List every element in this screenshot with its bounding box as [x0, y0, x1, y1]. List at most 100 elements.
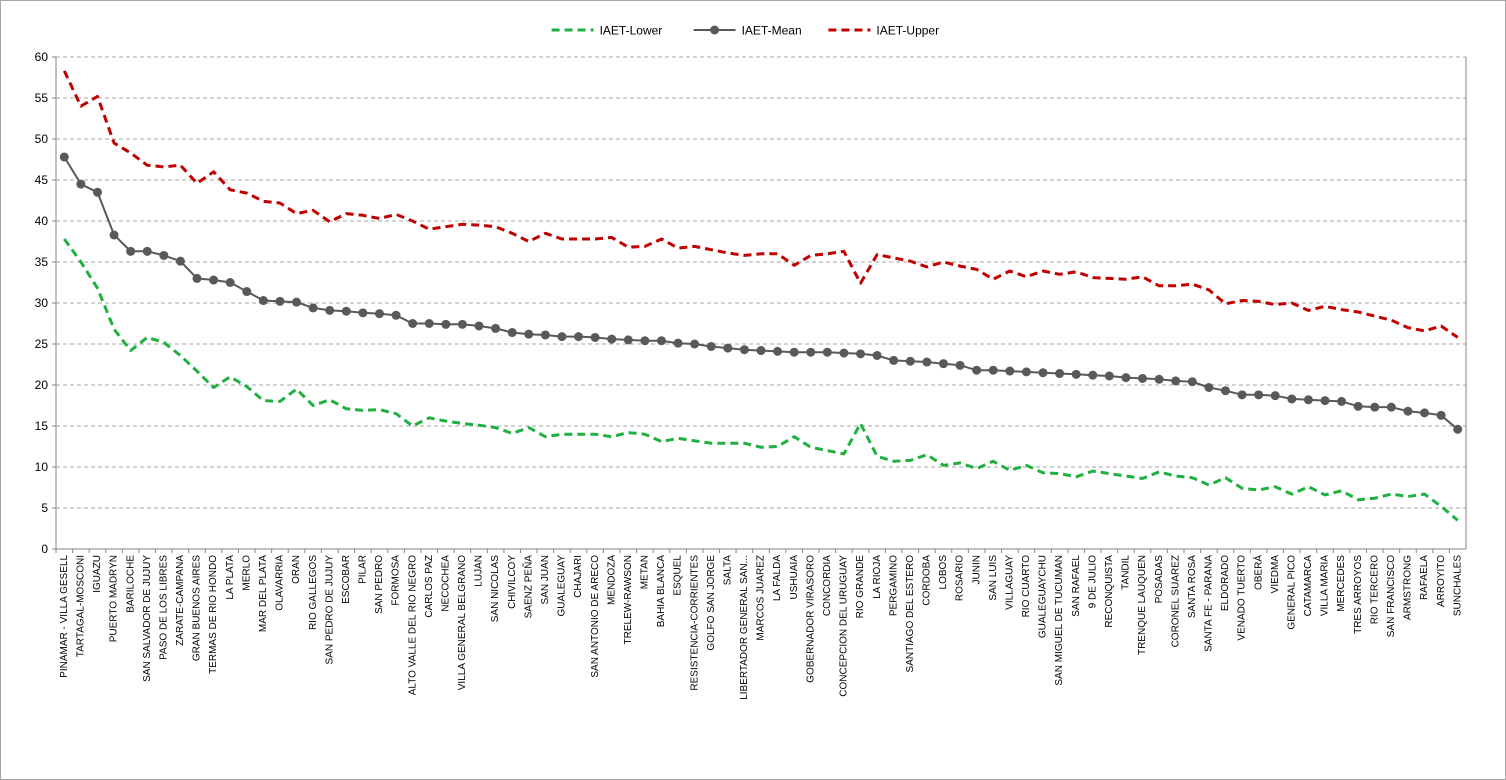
point: [1370, 402, 1380, 412]
x-tick-label: SANTA FE - PARANA: [1204, 555, 1215, 652]
y-tick-label: 30: [35, 296, 49, 310]
x-tick-label: TRENQUE LAUQUEN: [1137, 555, 1148, 655]
x-tick-label: FORMOSA: [391, 555, 402, 606]
point: [325, 305, 335, 315]
legend-marker: [710, 25, 720, 35]
x-tick-label: MAR DEL PLATA: [258, 555, 269, 632]
x-tick-label: SANTA ROSA: [1187, 555, 1198, 618]
x-tick-label: LA PLATA: [225, 555, 236, 600]
x-tick-label: CATAMARCA: [1303, 555, 1314, 617]
point: [308, 303, 318, 313]
point: [789, 347, 799, 357]
point: [1453, 424, 1463, 434]
point: [374, 309, 384, 319]
x-tick-label: SAN NICOLAS: [490, 555, 501, 623]
x-tick-label: GRAN BUENOS AIRES: [192, 555, 203, 661]
point: [1287, 394, 1297, 404]
x-tick-label: RIO GALLEGOS: [308, 555, 319, 630]
point: [640, 336, 650, 346]
point: [1138, 373, 1148, 383]
x-tick-label: BARILOCHE: [125, 555, 136, 613]
x-tick-label: SAN FRANCISCO: [1386, 555, 1397, 637]
x-tick-label: LUJAN: [474, 555, 485, 587]
x-tick-label: SAN PEDRO: [374, 555, 385, 614]
point: [723, 343, 733, 353]
x-tick-label: MENDOZA: [606, 555, 617, 605]
x-tick-label: CHIVILCOY: [507, 555, 518, 609]
point: [175, 256, 185, 266]
x-tick-label: MERCEDES: [1336, 555, 1347, 612]
x-tick-label: BAHIA BLANCA: [656, 555, 667, 628]
x-tick-label: SAN SALVADOR DE JUJUY: [142, 555, 153, 682]
x-tick-label: METAN: [640, 555, 651, 589]
x-tick-label: MERLO: [241, 555, 252, 591]
x-tick-label: RIO TERCERO: [1369, 555, 1380, 624]
x-tick-label: TANDIL: [1121, 555, 1132, 590]
point: [225, 278, 235, 287]
point: [889, 355, 899, 365]
point: [1055, 369, 1065, 379]
point: [292, 297, 302, 307]
point: [1154, 374, 1164, 384]
x-tick-label: TRELEW-RAWSON: [623, 555, 634, 644]
x-tick-label: NECOCHEA: [440, 555, 451, 612]
x-tick-label: GOBERNADOR VIRASORO: [805, 555, 816, 683]
point: [1386, 402, 1396, 412]
point: [1270, 391, 1280, 401]
point: [358, 308, 368, 318]
point: [242, 287, 252, 297]
point: [1071, 369, 1081, 379]
point: [1021, 367, 1031, 377]
point: [1420, 408, 1430, 418]
point: [1187, 377, 1197, 387]
point: [1254, 390, 1264, 400]
point: [1104, 371, 1114, 381]
point: [590, 332, 600, 342]
point: [574, 332, 584, 342]
point: [1353, 401, 1363, 411]
point: [955, 360, 965, 370]
x-tick-label: ORAN: [291, 555, 302, 584]
point: [938, 359, 948, 369]
point: [756, 346, 766, 356]
x-tick-label: PERGAMINO: [888, 555, 899, 616]
x-tick-label: SAN RAFAEL: [1071, 555, 1082, 617]
x-tick-label: PILAR: [358, 555, 369, 584]
point: [1038, 368, 1048, 378]
point: [1005, 366, 1015, 376]
x-tick-label: VILLA MARIA: [1320, 555, 1331, 616]
point: [1237, 390, 1247, 400]
point: [1171, 376, 1181, 386]
series-line: [63, 238, 1459, 522]
point: [623, 335, 633, 345]
point: [457, 319, 467, 329]
x-tick-label: RESISTENCIA-CORRIENTES: [689, 555, 700, 691]
x-tick-label: VILLAGUAY: [1004, 555, 1015, 610]
point: [391, 310, 401, 320]
x-tick-label: VENADO TUERTO: [1237, 555, 1248, 641]
x-tick-label: RECONQUISTA: [1104, 555, 1115, 628]
point: [126, 246, 136, 256]
point: [540, 330, 550, 340]
x-tick-label: CARLOS PAZ: [424, 555, 435, 618]
point: [706, 341, 716, 351]
y-tick-label: 50: [35, 132, 49, 146]
y-tick-label: 40: [35, 214, 49, 228]
x-tick-label: ARROYITO: [1436, 555, 1447, 607]
x-tick-label: POSADAS: [1154, 555, 1165, 604]
y-tick-label: 35: [35, 255, 49, 269]
point: [491, 323, 501, 333]
legend-label: IAET-Lower: [600, 24, 663, 38]
point: [972, 365, 982, 375]
point: [1204, 382, 1214, 392]
x-tick-label: TARTAGAL-MOSCONI: [76, 555, 87, 657]
x-tick-label: CORONEL SUAREZ: [1170, 555, 1181, 647]
x-tick-label: TRES ARROYOS: [1353, 555, 1364, 634]
x-tick-label: CONCORDIA: [822, 555, 833, 616]
point: [557, 332, 567, 342]
x-tick-label: PINAMAR - VILLA GESELL: [59, 555, 70, 678]
x-tick-label: VIEDMA: [1270, 555, 1281, 594]
point: [507, 328, 517, 338]
